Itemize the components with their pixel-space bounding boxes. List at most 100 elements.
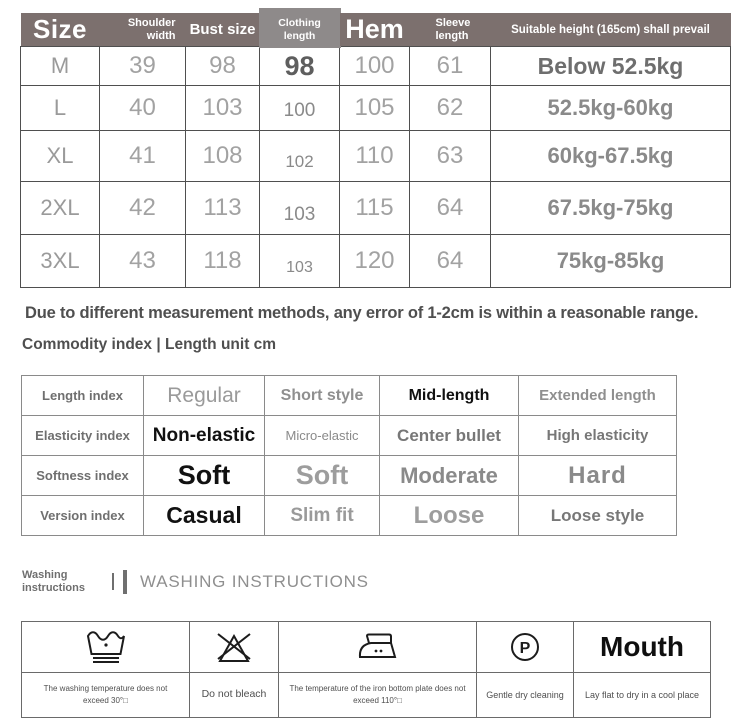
size-row-l: L 40 103 100 105 62 52.5kg-60kg: [20, 85, 731, 131]
cell-bust: 98: [185, 46, 260, 86]
care-caption-bleach: Do not bleach: [189, 672, 279, 718]
cell-weight-range: 67.5kg-75kg: [490, 181, 731, 235]
col-header-clothing-label: Clothing length: [278, 16, 321, 42]
index-value: Extended length: [518, 375, 677, 416]
size-chart-header: Size Shoulder width Bust size Clothing l…: [20, 8, 731, 48]
care-caption-wash: The washing temperature does not exceed …: [21, 672, 190, 718]
washing-instructions-label: Washing instructions: [22, 569, 85, 594]
index-value-selected: Casual: [143, 495, 265, 536]
care-caption-text: Gentle dry cleaning: [486, 689, 564, 700]
col-header-bust-size: Bust size: [185, 13, 260, 47]
care-caption-text: Do not bleach: [201, 688, 267, 701]
cell-hem: 115: [339, 181, 410, 235]
index-value-selected: Soft: [143, 455, 265, 496]
index-value: Loose: [379, 495, 519, 536]
cell-shoulder: 42: [99, 181, 186, 235]
size-row-xl: XL 41 108 102 110 63 60kg-67.5kg: [20, 130, 731, 182]
index-value: Loose style: [518, 495, 677, 536]
index-value: High elasticity: [518, 415, 677, 456]
cell-size: 2XL: [20, 181, 100, 235]
col-header-shoulder-label: Shoulder width: [127, 16, 176, 42]
care-caption-text: Lay flat to dry in a cool place: [584, 689, 700, 700]
index-label: Elasticity index: [21, 415, 144, 456]
cell-shoulder: 40: [99, 85, 186, 131]
cell-weight-range: Below 52.5kg: [490, 46, 731, 86]
mouth-label: Mouth: [600, 631, 684, 663]
care-caption-dryclean: Gentle dry cleaning: [476, 672, 574, 718]
cell-bust: 103: [185, 85, 260, 131]
index-label: Length index: [21, 375, 144, 416]
index-value: Soft: [264, 455, 380, 496]
index-label: Version index: [21, 495, 144, 536]
divider-bar-thick: [123, 569, 127, 594]
index-value: Regular: [143, 375, 265, 416]
cell-clothing-length: 98: [259, 46, 340, 86]
index-value-selected: Non-elastic: [143, 415, 265, 456]
washing-instructions-title: WASHING INSTRUCTIONS: [140, 571, 369, 591]
divider-bar-thin: [112, 573, 114, 591]
cell-bust: 108: [185, 130, 260, 182]
index-row-version: Version index Casual Slim fit Loose Loos…: [21, 495, 677, 536]
do-not-bleach-icon: [189, 621, 279, 674]
size-row-2xl: 2XL 42 113 103 115 64 67.5kg-75kg: [20, 181, 731, 235]
iron-low-temp-icon: [278, 621, 477, 674]
index-value: Micro-elastic: [264, 415, 380, 456]
cell-clothing-length: 103: [259, 181, 340, 235]
cell-sleeve: 62: [409, 85, 491, 131]
cell-clothing-length: 102: [259, 130, 340, 182]
index-value: Hard: [518, 455, 677, 496]
cell-bust: 113: [185, 181, 260, 235]
care-caption-text: The temperature of the iron bottom plate…: [289, 684, 466, 706]
cell-shoulder: 39: [99, 46, 186, 86]
col-header-sleeve-length: Sleeve length: [409, 13, 491, 47]
cell-clothing-length: 100: [259, 85, 340, 131]
col-header-size: Size: [20, 13, 100, 47]
cell-clothing-length: 103: [259, 234, 340, 288]
cell-size: L: [20, 85, 100, 131]
cell-weight-range: 75kg-85kg: [490, 234, 731, 288]
svg-text:P: P: [520, 640, 531, 657]
col-header-hem: Hem: [339, 13, 410, 47]
index-row-elasticity: Elasticity index Non-elastic Micro-elast…: [21, 415, 677, 456]
commodity-index-heading: Commodity index | Length unit cm: [22, 336, 277, 353]
cell-shoulder: 41: [99, 130, 186, 182]
cell-shoulder: 43: [99, 234, 186, 288]
cell-size: M: [20, 46, 100, 86]
col-header-size-label: Size: [32, 14, 88, 44]
cell-sleeve: 63: [409, 130, 491, 182]
mouth-text-label: Mouth: [573, 621, 711, 674]
cell-bust: 118: [185, 234, 260, 288]
index-row-softness: Softness index Soft Soft Moderate Hard: [21, 455, 677, 496]
size-chart-table: Size Shoulder width Bust size Clothing l…: [20, 8, 731, 288]
size-row-3xl: 3XL 43 118 103 120 64 75kg-85kg: [20, 234, 731, 288]
clothing-length-patch: [258, 8, 341, 48]
cell-hem: 120: [339, 234, 410, 288]
cell-weight-range: 52.5kg-60kg: [490, 85, 731, 131]
index-value: Slim fit: [264, 495, 380, 536]
care-caption-iron: The temperature of the iron bottom plate…: [278, 672, 477, 718]
col-header-bust-label: Bust size: [189, 21, 256, 38]
col-header-clothing-length: Clothing length: [258, 8, 341, 48]
index-value: Center bullet: [379, 415, 519, 456]
care-symbols-table: P Mouth The washing temperature does not…: [21, 621, 711, 718]
dry-clean-p-icon: P: [476, 621, 574, 674]
index-value: Moderate: [379, 455, 519, 496]
cell-hem: 105: [339, 85, 410, 131]
wash-tub-30-icon: [21, 621, 190, 674]
washing-instructions-header: Washing instructions WASHING INSTRUCTION…: [22, 569, 750, 594]
index-label: Softness index: [21, 455, 144, 496]
commodity-index-table: Length index Regular Short style Mid-len…: [21, 375, 677, 536]
size-row-m: M 39 98 98 100 61 Below 52.5kg: [20, 46, 731, 86]
cell-sleeve: 61: [409, 46, 491, 86]
care-caption-text: The washing temperature does not exceed …: [43, 684, 168, 706]
col-header-suitable-height: Suitable height (165cm) shall prevail: [490, 13, 731, 47]
index-row-length: Length index Regular Short style Mid-len…: [21, 375, 677, 416]
cell-hem: 100: [339, 46, 410, 86]
index-value-selected: Mid-length: [379, 375, 519, 416]
cell-sleeve: 64: [409, 234, 491, 288]
col-header-sleeve-label: Sleeve length: [435, 16, 471, 42]
col-header-suitable-label: Suitable height (165cm) shall prevail: [511, 23, 710, 36]
col-header-shoulder-width: Shoulder width: [99, 13, 186, 47]
cell-size: 3XL: [20, 234, 100, 288]
cell-weight-range: 60kg-67.5kg: [490, 130, 731, 182]
